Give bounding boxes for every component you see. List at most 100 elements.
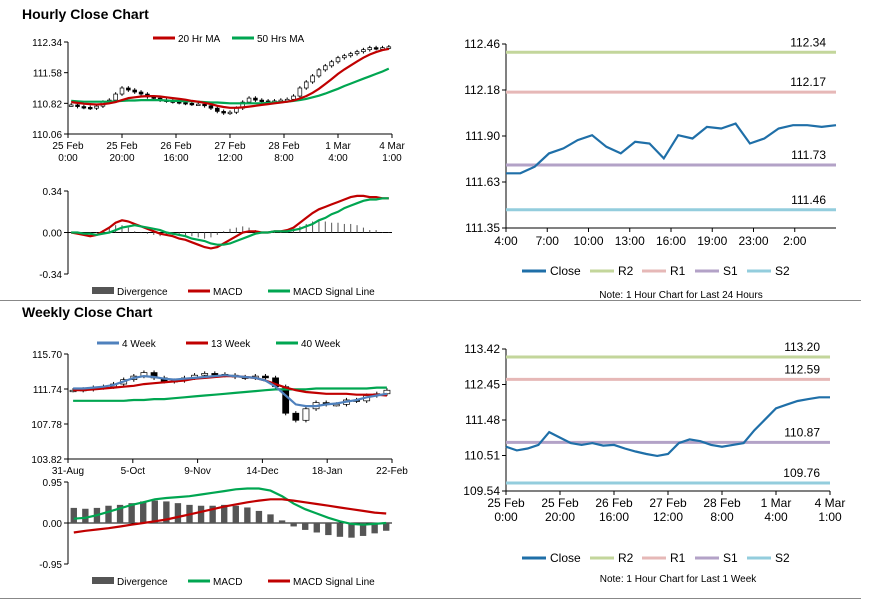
divergence-bar xyxy=(337,222,339,233)
bottom-divider xyxy=(0,598,861,599)
candle-body xyxy=(383,389,391,395)
level-r1-label: 112.17 xyxy=(790,75,826,89)
x-tick-label: 19:00 xyxy=(697,234,727,248)
x-tick-label: 25 Feb xyxy=(541,496,579,510)
candle-body xyxy=(227,111,233,115)
chart-note: Note: 1 Hour Chart for Last 24 Hours xyxy=(599,290,762,301)
candle-body xyxy=(138,91,144,95)
x-tick-label: 27 Feb xyxy=(214,141,246,152)
legend-week13-label: 13 Week xyxy=(211,339,251,350)
divergence-bar xyxy=(290,523,297,527)
ma50-line xyxy=(71,67,390,105)
divergence-bar xyxy=(235,227,237,233)
macd-line xyxy=(73,487,387,526)
divergence-bar xyxy=(216,232,218,235)
divergence-bar xyxy=(280,232,282,233)
legend-divergence-swatch xyxy=(92,577,114,584)
close-line xyxy=(506,122,837,175)
divergence-bar xyxy=(229,228,231,233)
legend-s2-label: S2 xyxy=(775,264,790,278)
divergence-bar xyxy=(371,523,378,534)
divergence-bar xyxy=(185,232,187,237)
divergence-bar xyxy=(313,523,320,533)
divergence-bar xyxy=(191,232,193,237)
candle-body xyxy=(126,87,131,91)
divergence-bar xyxy=(209,505,216,523)
divergence-bar xyxy=(244,507,251,523)
x-tick-label: 16:00 xyxy=(656,234,686,248)
candle-body xyxy=(316,69,322,77)
divergence-bar xyxy=(350,223,352,233)
candle-body xyxy=(201,373,209,376)
x-tick-label: 16:00 xyxy=(599,510,629,524)
x-tick-label: 20:00 xyxy=(109,153,134,164)
legend-signal-label: MACD Signal Line xyxy=(293,287,375,298)
y-tick-label: 0.00 xyxy=(43,229,63,240)
legend-week40-label: 40 Week xyxy=(301,339,341,350)
y-tick-label: 111.35 xyxy=(465,221,500,235)
divergence-bar xyxy=(359,523,367,536)
x-tick-label: 26 Feb xyxy=(160,141,192,152)
divergence-bar xyxy=(151,500,158,523)
candle-body xyxy=(329,61,334,67)
divergence-bar xyxy=(115,225,117,233)
candle-body xyxy=(195,103,201,106)
divergence-bar xyxy=(273,232,275,233)
y-tick-label: 111.48 xyxy=(465,413,500,427)
divergence-bar xyxy=(383,523,390,531)
y-tick-label: 113.42 xyxy=(464,342,500,356)
x-tick-label: 28 Feb xyxy=(268,141,300,152)
candle-body xyxy=(302,408,310,421)
x-tick-label: 8:00 xyxy=(274,153,294,164)
divergence-bar xyxy=(325,523,332,536)
divergence-bar xyxy=(375,230,377,233)
legend-r2-label: R2 xyxy=(618,551,634,565)
y-tick-label: -0.34 xyxy=(39,270,62,281)
y-tick-label: 111.74 xyxy=(33,385,63,396)
x-tick-label: 18-Jan xyxy=(312,466,343,477)
legend-week4-label: 4 Week xyxy=(122,339,157,350)
x-tick-label: 9-Nov xyxy=(184,466,211,477)
y-tick-label: 112.18 xyxy=(464,83,500,97)
level-s1-label: 110.87 xyxy=(784,425,820,439)
y-tick-label: 115.70 xyxy=(32,350,62,361)
x-tick-label: 25 Feb xyxy=(106,141,138,152)
y-tick-label: 111.90 xyxy=(465,129,500,143)
legend-divergence-label: Divergence xyxy=(117,577,168,588)
weekly-macd-chart: 0.95 0.00 -0.95 Divergence MACD MACD Signal L… xyxy=(39,478,392,588)
divergence-bar xyxy=(121,225,123,233)
divergence-bar xyxy=(174,503,182,523)
x-tick-label: 20:00 xyxy=(545,510,575,524)
candle-body xyxy=(132,89,137,93)
divergence-bar xyxy=(267,514,274,523)
candle-body xyxy=(259,99,265,102)
candle-body xyxy=(292,412,300,421)
y-tick-label: 110.51 xyxy=(464,449,500,463)
legend-close-label: Close xyxy=(550,551,581,565)
candle-body xyxy=(297,87,303,97)
level-r1-label: 112.59 xyxy=(784,362,820,376)
x-tick-label: 12:00 xyxy=(217,153,242,164)
candle-body xyxy=(282,386,290,414)
y-tick-label: 112.34 xyxy=(32,38,62,49)
divergence-bar xyxy=(146,232,148,234)
divergence-bar xyxy=(343,223,345,233)
candle-body xyxy=(81,106,87,109)
divergence-bar xyxy=(165,232,167,235)
divergence-bar xyxy=(140,232,142,233)
divergence-bar xyxy=(223,231,225,233)
y-tick-label: 112.45 xyxy=(464,378,500,392)
divergence-bar xyxy=(381,232,383,233)
week4-line xyxy=(73,374,388,408)
legend-r2-label: R2 xyxy=(618,264,634,278)
divergence-bar xyxy=(153,232,155,235)
week40-line xyxy=(73,386,387,402)
x-tick-label: 25 Feb xyxy=(52,141,84,152)
y-tick-label: 111.63 xyxy=(465,175,500,189)
candle-body xyxy=(68,104,74,107)
x-tick-label: 26 Feb xyxy=(595,496,633,510)
y-tick-label: 112.46 xyxy=(464,37,500,51)
divergence-bar xyxy=(348,523,355,538)
candle-body xyxy=(262,375,269,379)
